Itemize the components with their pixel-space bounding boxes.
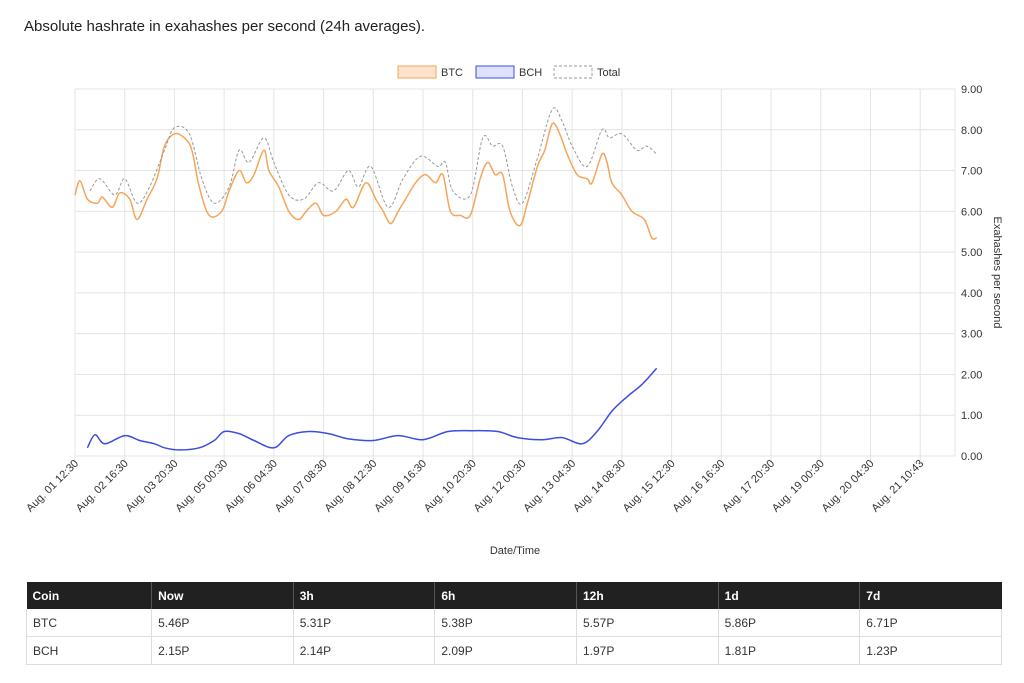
- hashrate-table: Coin Now 3h 6h 12h 1d 7d BTC 5.46P 5.31P…: [25, 582, 1002, 665]
- table-cell: BTC: [25, 609, 153, 637]
- table-row: BCH 2.15P 2.14P 2.09P 1.97P 1.81P 1.23P: [25, 636, 1002, 665]
- header-1d: 1d: [718, 582, 861, 609]
- table-cell: BCH: [25, 636, 153, 665]
- hashrate-line-chart: 0.00 1.00 2.00 3.00 4.00 5.00 6.00 7.00 8.00 9.00…: [24, 65, 1003, 557]
- header-3h: 3h: [293, 582, 436, 609]
- table-cell: 5.31P: [293, 609, 436, 637]
- header-coin: Coin: [26, 582, 153, 609]
- table-cell: 1.97P: [576, 636, 719, 665]
- legend-label: Total: [597, 67, 620, 79]
- legend-swatch: [553, 65, 593, 79]
- series-line-total: [89, 107, 658, 208]
- header-7d: 7d: [859, 582, 1002, 609]
- chart-heading: Absolute hashrate in exahashes per secon…: [24, 18, 426, 35]
- x-axis-label: Date/Time: [490, 545, 540, 557]
- header-12h: 12h: [576, 582, 719, 609]
- y-tick-label: 8.00: [961, 125, 982, 137]
- legend-swatch: [397, 65, 437, 79]
- table-cell: 5.38P: [434, 609, 577, 637]
- table-cell: 1.23P: [859, 636, 1002, 665]
- y-tick-label: 9.00: [961, 84, 982, 96]
- x-tick-label: Aug. 21 10:43: [869, 458, 926, 515]
- y-tick-label: 5.00: [961, 247, 982, 259]
- y-axis-label: Exahashes per second: [991, 217, 1003, 329]
- y-tick-label: 6.00: [961, 206, 982, 218]
- table-cell: 6.71P: [859, 609, 1002, 637]
- y-tick-label: 7.00: [961, 166, 982, 178]
- table-row: BTC 5.46P 5.31P 5.38P 5.57P 5.86P 6.71P: [25, 609, 1002, 637]
- y-tick-label: 1.00: [961, 410, 982, 422]
- legend-swatch: [475, 65, 515, 79]
- table-cell: 2.14P: [293, 636, 436, 665]
- series-line-btc: [74, 122, 657, 240]
- header-6h: 6h: [434, 582, 577, 609]
- table-cell: 5.86P: [718, 609, 861, 637]
- header-now: Now: [151, 582, 294, 609]
- table-header-row: Coin Now 3h 6h 12h 1d 7d: [26, 582, 1002, 609]
- y-tick-label: 2.00: [961, 369, 982, 381]
- y-tick-label: 4.00: [961, 288, 982, 300]
- series-line-bch: [86, 367, 658, 451]
- table-cell: 2.09P: [434, 636, 577, 665]
- table-cell: 2.15P: [151, 636, 294, 665]
- table-cell: 5.57P: [576, 609, 719, 637]
- legend-label: BCH: [519, 67, 542, 79]
- table-cell: 1.81P: [718, 636, 861, 665]
- y-tick-label: 3.00: [961, 329, 982, 341]
- y-tick-label: 0.00: [961, 451, 982, 463]
- legend-label: BTC: [441, 67, 463, 79]
- table-cell: 5.46P: [151, 609, 294, 637]
